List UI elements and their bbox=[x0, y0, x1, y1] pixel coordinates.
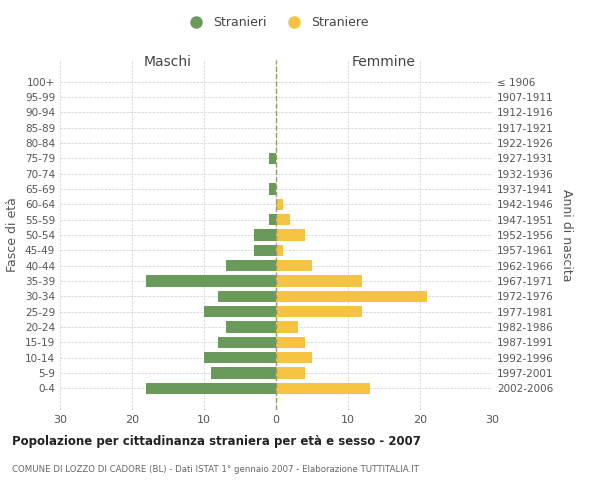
Bar bbox=[269, 214, 276, 226]
Bar bbox=[276, 260, 312, 272]
Bar bbox=[226, 260, 276, 272]
Bar bbox=[276, 306, 362, 318]
Bar bbox=[276, 276, 362, 287]
Bar bbox=[276, 290, 427, 302]
Text: Maschi: Maschi bbox=[144, 56, 192, 70]
Y-axis label: Fasce di età: Fasce di età bbox=[7, 198, 19, 272]
Bar bbox=[204, 352, 276, 364]
Bar bbox=[218, 336, 276, 348]
Y-axis label: Anni di nascita: Anni di nascita bbox=[560, 188, 573, 281]
Legend: Stranieri, Straniere: Stranieri, Straniere bbox=[178, 11, 374, 34]
Bar bbox=[276, 352, 312, 364]
Bar bbox=[276, 214, 290, 226]
Bar bbox=[269, 183, 276, 194]
Bar bbox=[254, 229, 276, 241]
Bar bbox=[146, 276, 276, 287]
Bar bbox=[276, 198, 283, 210]
Text: Femmine: Femmine bbox=[352, 56, 416, 70]
Bar bbox=[146, 382, 276, 394]
Bar bbox=[276, 382, 370, 394]
Text: COMUNE DI LOZZO DI CADORE (BL) - Dati ISTAT 1° gennaio 2007 - Elaborazione TUTTI: COMUNE DI LOZZO DI CADORE (BL) - Dati IS… bbox=[12, 465, 419, 474]
Bar bbox=[276, 244, 283, 256]
Bar bbox=[276, 229, 305, 241]
Text: Popolazione per cittadinanza straniera per età e sesso - 2007: Popolazione per cittadinanza straniera p… bbox=[12, 435, 421, 448]
Bar bbox=[269, 152, 276, 164]
Bar bbox=[276, 336, 305, 348]
Bar bbox=[254, 244, 276, 256]
Bar bbox=[211, 368, 276, 379]
Bar bbox=[226, 322, 276, 333]
Bar bbox=[218, 290, 276, 302]
Bar bbox=[276, 368, 305, 379]
Bar bbox=[204, 306, 276, 318]
Bar bbox=[276, 322, 298, 333]
